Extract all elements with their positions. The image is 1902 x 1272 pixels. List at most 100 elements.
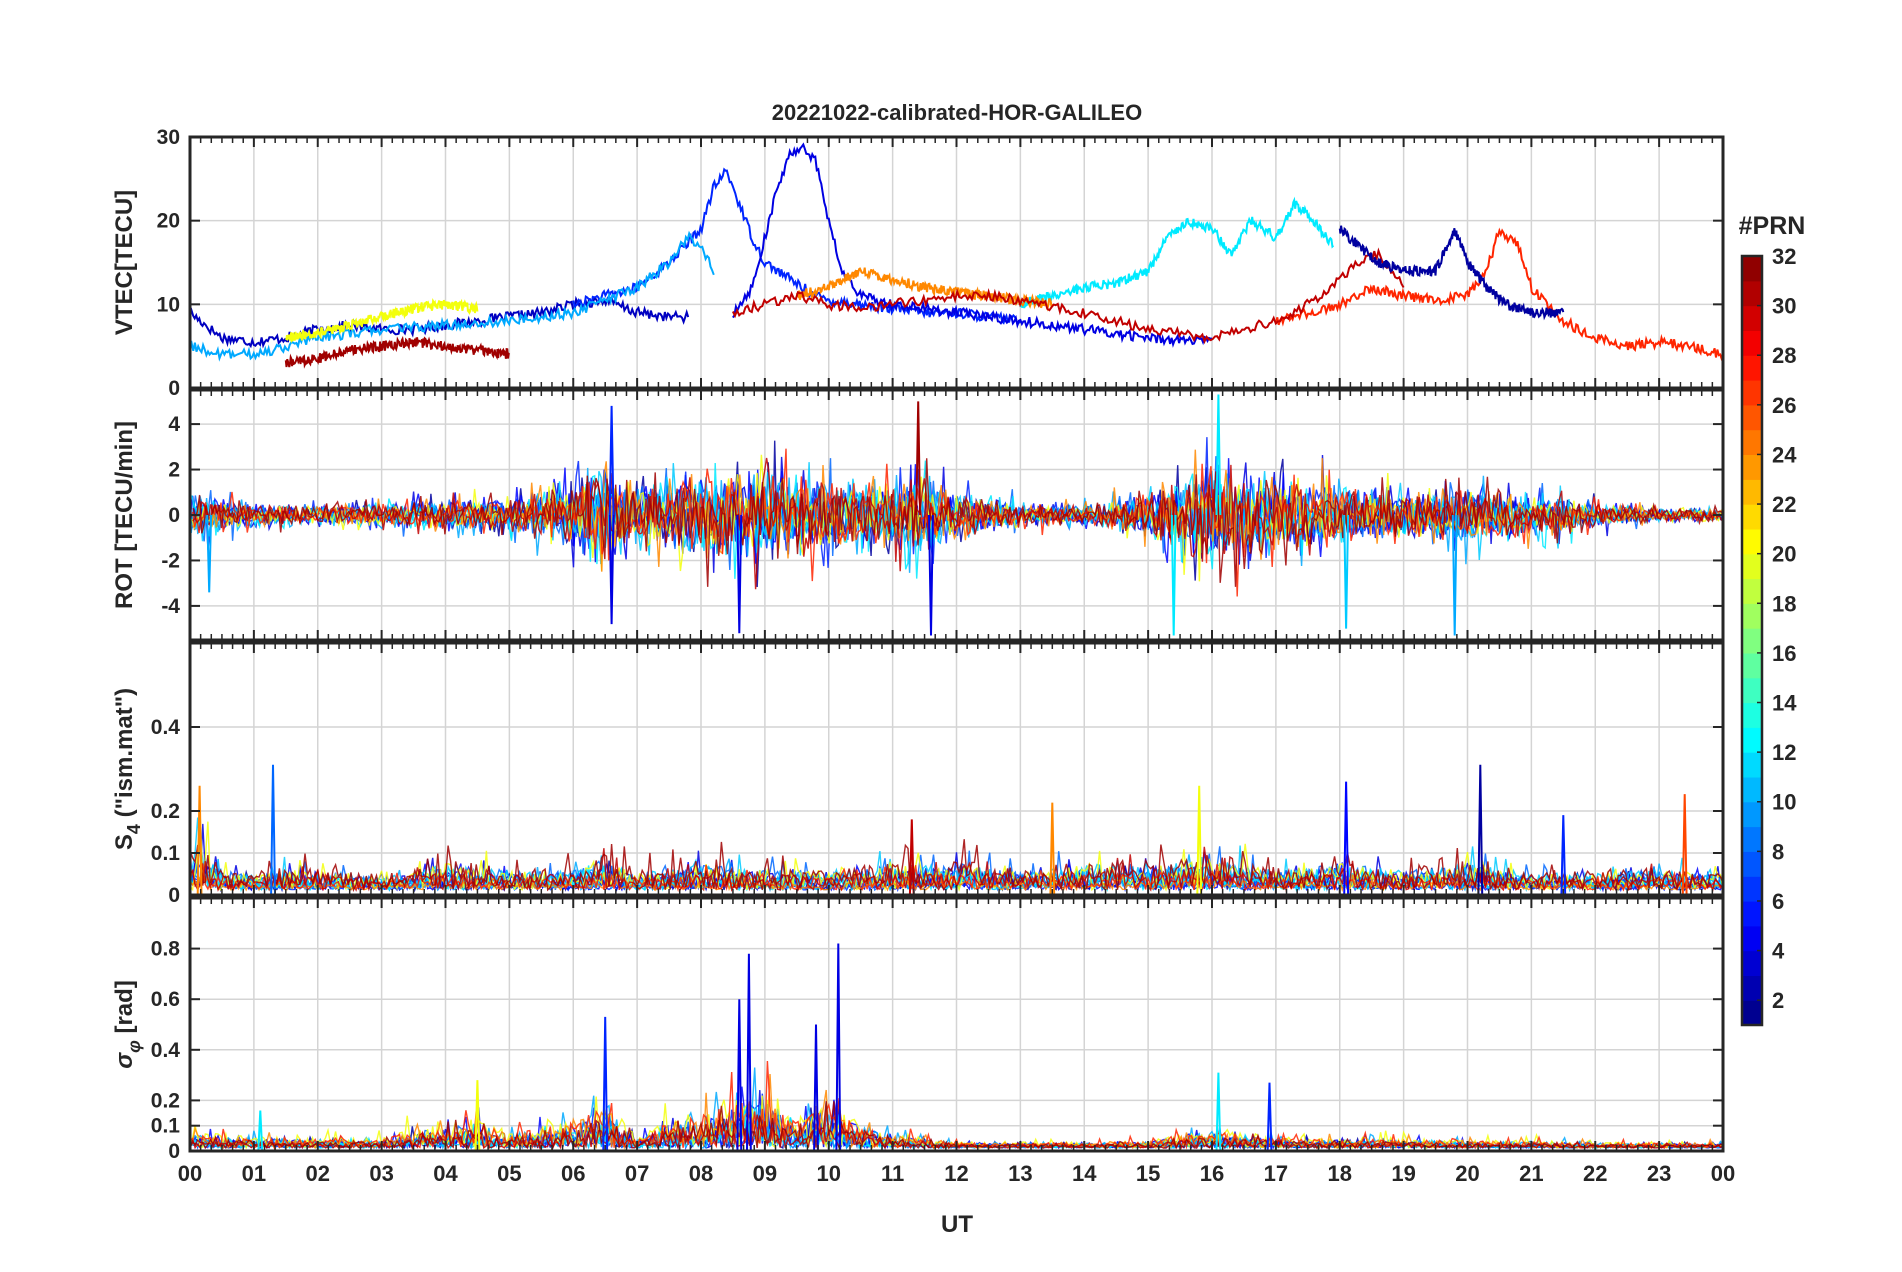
vtec-series-prn-4	[732, 142, 1213, 348]
s4-spike-3	[1477, 764, 1484, 895]
colorbar-segment	[1742, 553, 1762, 580]
colorbar-segment	[1742, 975, 1762, 1001]
rot-y-tick-label: 2	[168, 459, 180, 482]
colorbar-label: #PRN	[1739, 212, 1806, 240]
x-tick-label: 18	[1328, 1161, 1352, 1186]
sigma_phi-y-tick-label: 0.2	[151, 1089, 180, 1112]
vtec-y-axis-label: VTEC[TECU]	[111, 190, 138, 335]
colorbar-segment	[1742, 305, 1762, 331]
x-tick-label: 02	[306, 1161, 330, 1186]
x-axis-label: UT	[941, 1211, 973, 1238]
s4-y-tick-label: 0.1	[151, 842, 181, 865]
sigma_phi-spike-2	[746, 953, 752, 1151]
rot-spike-5	[1215, 394, 1222, 516]
x-tick-label: 03	[369, 1161, 393, 1186]
colorbar-frame	[1740, 254, 1764, 1027]
s4-spike-8	[908, 819, 915, 895]
colorbar-tick-label: 32	[1772, 244, 1796, 269]
x-tick-label: 09	[753, 1161, 777, 1186]
colorbar-segment	[1742, 280, 1762, 307]
x-tick-label: 04	[433, 1161, 458, 1186]
rot-y-tick-label: -4	[161, 595, 180, 618]
s4-y-axis-label: S4 ("ism.mat")	[111, 688, 144, 850]
x-tick-label: 13	[1008, 1161, 1032, 1186]
rot-y-axis-label: ROT [TECU/min]	[111, 421, 138, 609]
colorbar-segment	[1742, 1000, 1762, 1026]
colorbar-segment	[1742, 950, 1762, 976]
colorbar-segment	[1742, 528, 1762, 555]
vtec-series-prn-10	[190, 230, 715, 362]
sigma_phi-y-tick-label: 0.4	[151, 1039, 181, 1062]
sigma_phi-y-tick-label: 0	[168, 1140, 180, 1163]
s4-spike-1	[270, 764, 276, 895]
x-tick-label: 01	[242, 1161, 266, 1186]
colorbar-segment	[1742, 652, 1762, 679]
colorbar-segment	[1742, 256, 1762, 282]
colorbar-segment	[1742, 603, 1762, 629]
x-tick-label: 14	[1072, 1161, 1097, 1186]
rot-y-tick-label: 0	[168, 504, 180, 527]
s4-trace-prn-20	[190, 815, 1723, 892]
sigma_phi-y-tick-label: 0.6	[151, 988, 180, 1011]
colorbar-tick-label: 4	[1772, 939, 1785, 964]
x-tick-label: 11	[881, 1161, 904, 1186]
vtec-y-tick-label: 30	[157, 126, 180, 149]
vtec-y-tick-label: 0	[168, 377, 180, 400]
colorbar-segment	[1742, 454, 1762, 480]
colorbar-tick-label: 14	[1772, 691, 1797, 716]
sigma_phi-spike-5	[474, 1080, 481, 1151]
colorbar-tick-label: 30	[1772, 294, 1796, 319]
colorbar-tick-label: 18	[1772, 591, 1796, 616]
vtec-series-prn-6	[572, 167, 1022, 328]
vtec-series-prn-2	[1338, 225, 1565, 321]
vtec-series-prn-12	[1019, 196, 1335, 309]
x-tick-label: 05	[497, 1161, 521, 1186]
colorbar-segment	[1742, 504, 1762, 530]
x-tick-label: 20	[1455, 1161, 1479, 1186]
x-tick-label: 15	[1136, 1161, 1160, 1186]
s4-y-tick-label: 0.4	[151, 716, 181, 739]
rot-spike-8	[736, 514, 743, 634]
sigma_phi-y-axis-label: σφ [rad]	[111, 980, 144, 1069]
s4-spike-0	[196, 785, 203, 895]
rot-data	[190, 394, 1723, 636]
colorbar-segment	[1742, 404, 1762, 431]
rot-spike-0	[608, 405, 615, 516]
colorbar-segment	[1742, 776, 1762, 803]
colorbar-segment	[1742, 727, 1762, 753]
colorbar-tick-label: 12	[1772, 740, 1796, 765]
colorbar-segment	[1742, 355, 1762, 381]
sigma_phi-y-tick-label: 0.8	[151, 938, 181, 961]
s4-y-tick-label: 0.2	[151, 800, 180, 823]
colorbar-tick-label: 24	[1772, 442, 1797, 467]
rot-spike-4	[1170, 514, 1177, 636]
colorbar-tick-label: 16	[1772, 641, 1796, 666]
rot-trace-prn-31	[192, 458, 1723, 587]
colorbar-tick-label: 20	[1772, 542, 1796, 567]
colorbar-segment	[1742, 479, 1762, 505]
colorbar-segment	[1742, 851, 1762, 877]
s4-y-tick-label: 0	[168, 884, 180, 907]
rot-spike-2	[915, 401, 922, 516]
vtec-series-prn-3	[190, 295, 690, 349]
rot-spike-6	[1343, 514, 1350, 629]
vtec-y-tick-label: 10	[157, 293, 180, 316]
panel-s4: 0 0.1 0.2 0.4 S4 ("ism.mat")	[111, 641, 1725, 907]
sigma_phi-spike-1	[736, 999, 743, 1151]
x-tick-label: 00	[1711, 1161, 1735, 1186]
x-tick-label: 06	[561, 1161, 585, 1186]
s4-spike-2	[1343, 781, 1350, 895]
panel-rot: -4 -2 0 2 4 ROT [TECU/min]	[111, 388, 1725, 642]
colorbar-segment	[1742, 826, 1762, 852]
s4-spike-7	[1560, 815, 1567, 895]
vtec-series-prn-31	[284, 335, 511, 369]
chart-title: 20221022-calibrated-HOR-GALILEO	[772, 100, 1142, 125]
rot-y-tick-label: -2	[161, 549, 180, 572]
colorbar-segment	[1742, 578, 1762, 604]
colorbar-tick-label: 6	[1772, 889, 1784, 914]
colorbar-segment	[1742, 801, 1762, 828]
